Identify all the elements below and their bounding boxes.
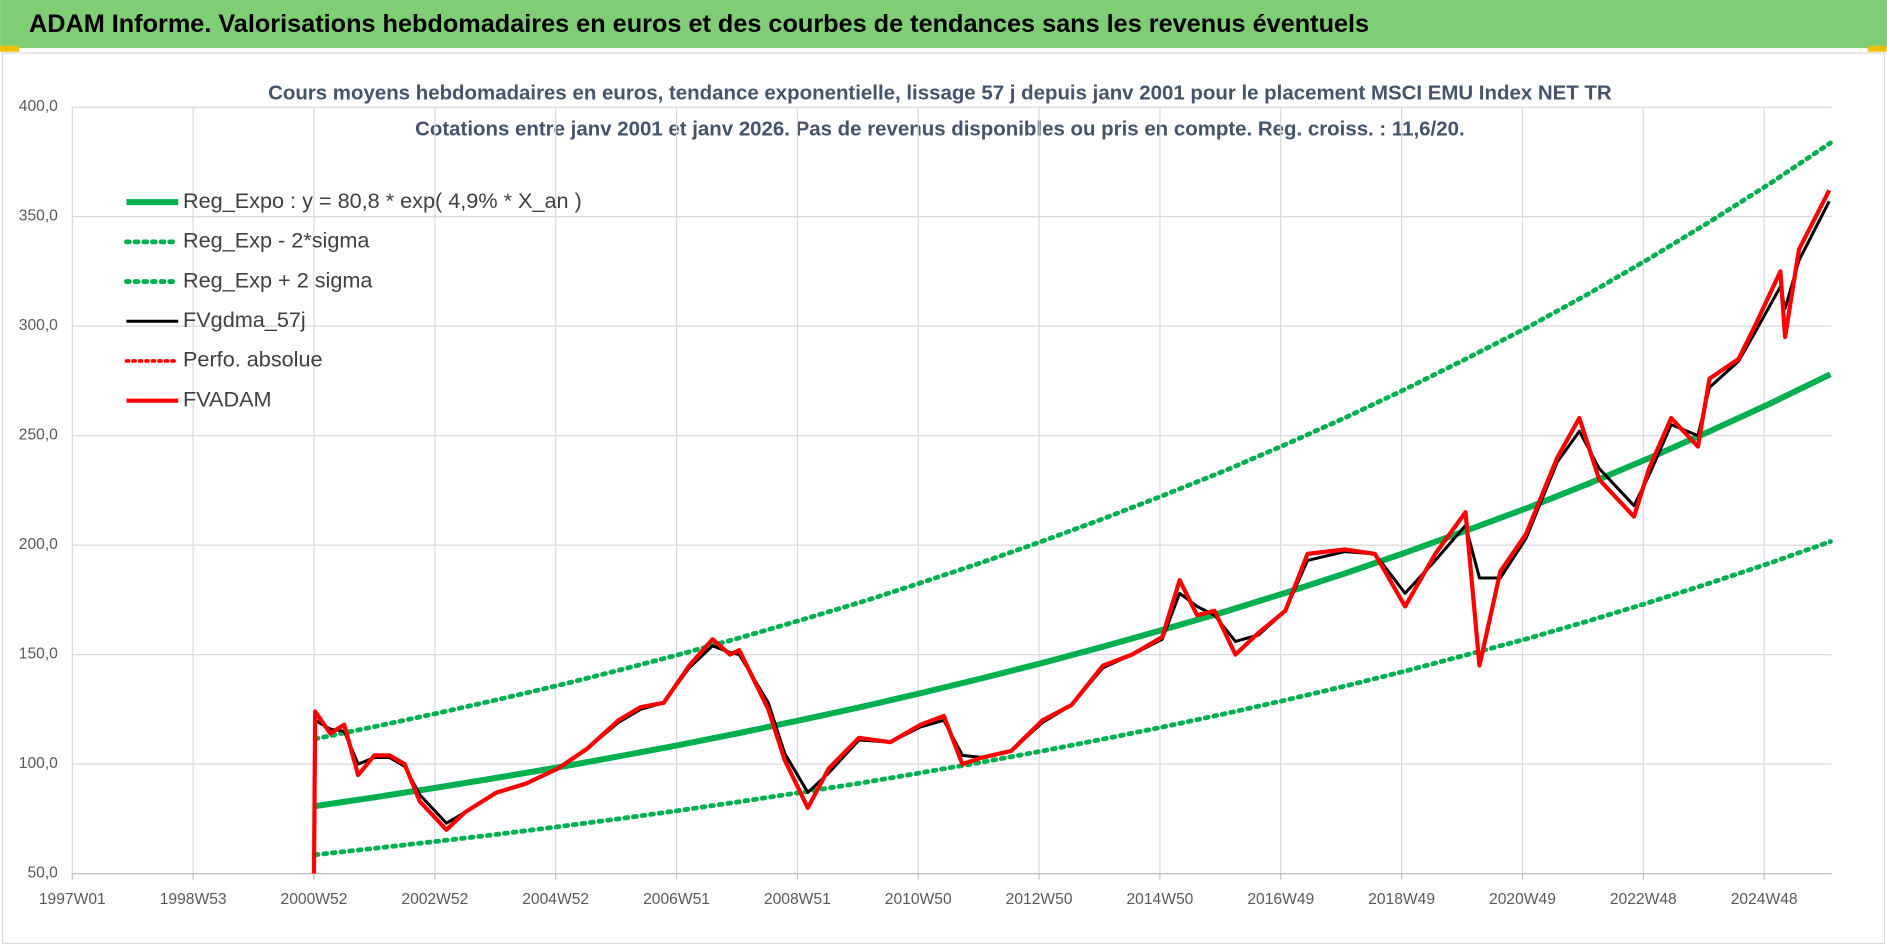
y-tick-label: 400,0: [19, 98, 58, 115]
legend-label: Reg_Expo : y = 80,8 * exp( 4,9% * X_an ): [183, 188, 582, 213]
legend-label: Perfo. absolue: [183, 347, 323, 372]
header-title: ADAM Informe. Valorisations hebdomadaire…: [29, 10, 1369, 38]
y-tick-label: 300,0: [19, 317, 58, 334]
y-tick-label: 250,0: [19, 427, 58, 444]
x-tick-label: 2004W52: [522, 891, 589, 908]
y-tick-label: 350,0: [19, 208, 58, 225]
series-line: [311, 189, 1832, 874]
y-tick-label: 50,0: [27, 865, 58, 882]
series-line: [312, 539, 1833, 858]
x-tick-label: 2006W51: [643, 891, 710, 908]
x-tick-label: 2012W50: [1006, 891, 1073, 908]
x-tick-label: 2008W51: [764, 891, 831, 908]
x-tick-label: 1997W01: [39, 891, 106, 908]
x-tick-label: 2020W49: [1489, 891, 1556, 908]
corner-marker: [0, 45, 20, 52]
chart-subtitle: Cotations entre janv 2001 et janv 2026. …: [415, 117, 1465, 140]
x-tick-label: 2000W52: [281, 891, 348, 908]
legend-label: FVgdma_57j: [183, 307, 306, 332]
x-tick-label: 2018W49: [1368, 891, 1435, 908]
legend-label: Reg_Exp - 2*sigma: [183, 228, 370, 253]
x-tick-label: 2022W48: [1610, 891, 1677, 908]
x-tick-label: 2010W50: [885, 891, 952, 908]
chart-frame: [1, 52, 1886, 944]
y-tick-label: 150,0: [19, 646, 58, 663]
chart-title: Cours moyens hebdomadaires en euros, ten…: [268, 81, 1612, 104]
x-tick-label: 1998W53: [160, 891, 227, 908]
series-line: [312, 140, 1833, 742]
x-tick-label: 2014W50: [1126, 891, 1193, 908]
corner-marker: [1867, 45, 1887, 52]
legend-label: Reg_Exp + 2 sigma: [183, 267, 373, 292]
x-tick-label: 2002W52: [401, 891, 468, 908]
y-tick-label: 100,0: [19, 755, 58, 772]
y-tick-label: 200,0: [19, 536, 58, 553]
x-tick-label: 2016W49: [1247, 891, 1314, 908]
legend-label: FVADAM: [183, 386, 272, 411]
series-line: [314, 371, 1832, 810]
x-tick-label: 2024W48: [1731, 891, 1798, 908]
header-bar: [0, 0, 1887, 49]
